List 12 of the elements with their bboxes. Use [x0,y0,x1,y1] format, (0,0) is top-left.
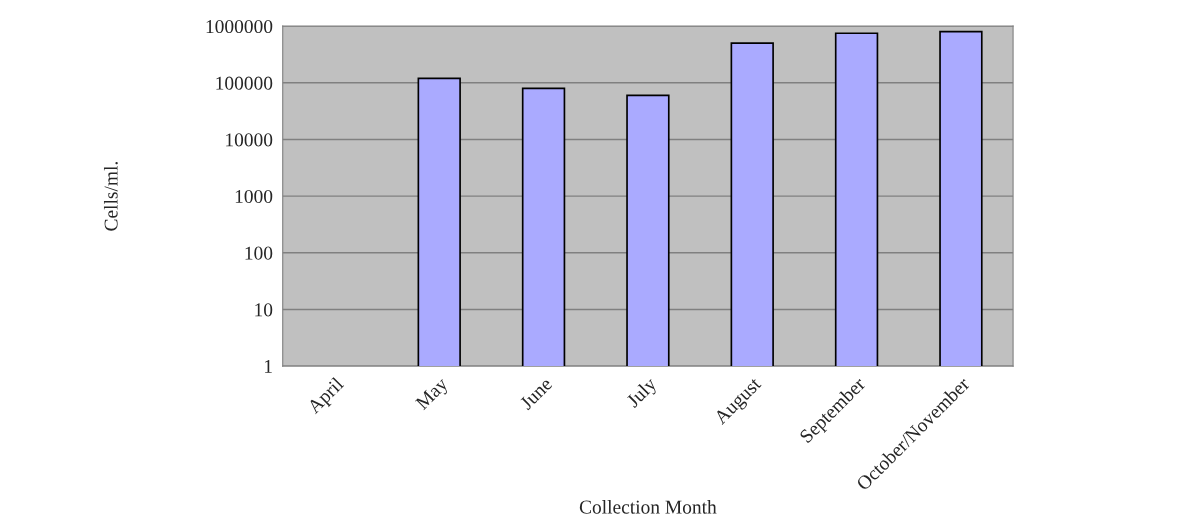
x-tick-label: July [625,375,661,411]
y-tick-label: 1 [264,360,272,373]
y-axis-title: Cells/ml. [103,162,118,231]
y-tick-label: 100 [245,246,273,260]
y-tick-label: 100000 [216,76,273,90]
x-tick-label: May [414,376,452,414]
x-axis-title: Collection Month [579,499,717,514]
y-tick-label: 10000 [226,133,273,147]
y-tick-label: 1000 [235,189,273,204]
y-tick-label: 10 [255,303,273,317]
y-tick-label: 1000000 [206,19,273,34]
x-tick-label: June [519,376,553,411]
